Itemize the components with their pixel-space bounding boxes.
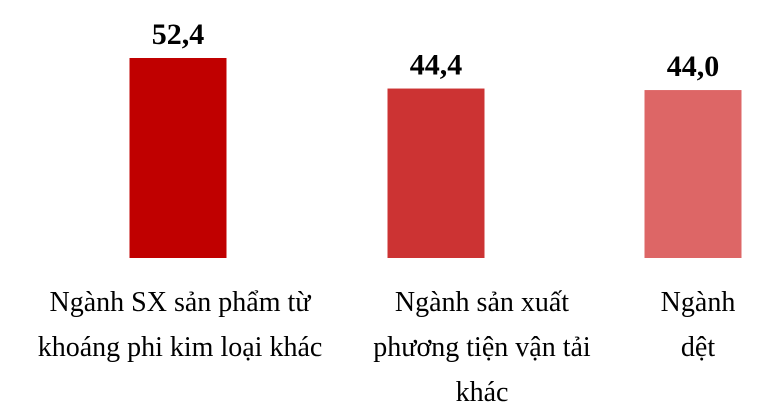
bar [644, 90, 742, 258]
category-label: Ngành SX sản phẩm từ khoáng phi kim loại… [37, 287, 323, 363]
category-label: Ngành sản xuất phương tiện vận tải khác [373, 287, 591, 408]
value-label: 44,0 [667, 50, 720, 83]
value-label: 44,4 [410, 49, 463, 82]
bar [387, 88, 485, 258]
value-label: 52,4 [152, 18, 205, 51]
category-label: Ngành dệt [660, 287, 736, 363]
bar [129, 58, 227, 258]
